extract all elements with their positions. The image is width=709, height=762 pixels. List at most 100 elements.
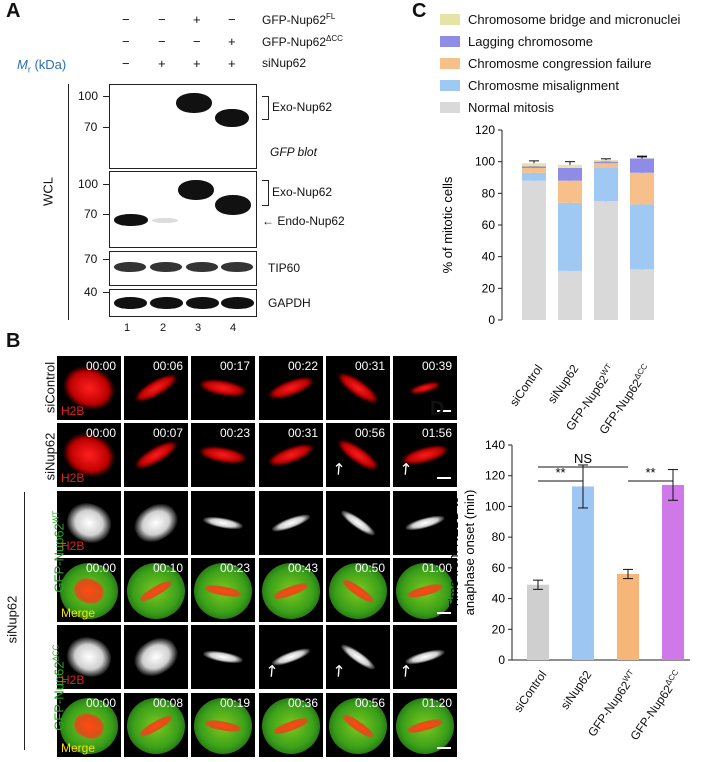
gapdh-blot (109, 289, 257, 317)
timelapse-tile: 00:00 H2B (56, 355, 122, 421)
band (114, 297, 147, 309)
timestamp: 00:36 (287, 696, 318, 710)
y-tick-label: 40 (482, 250, 496, 264)
scale-bar (437, 410, 451, 412)
y-axis-label: Time from NEBD to (446, 496, 461, 608)
significance-label: NS (574, 451, 592, 466)
channel-label: H2B (61, 471, 85, 485)
y-tick-label: 140 (485, 438, 505, 452)
lane-number: 3 (195, 322, 202, 334)
bar (617, 574, 639, 660)
tick (103, 259, 109, 260)
row-label-sinup62-group: siNup62 (4, 595, 20, 644)
band-exo-lane3 (176, 93, 212, 113)
row-label-sinup62: siNup62 (42, 432, 58, 481)
lane-number: 2 (160, 322, 167, 334)
panel-label-c: C (412, 0, 427, 22)
timelapse-tile: 00:56 (325, 692, 391, 758)
y-tick-label: 40 (492, 592, 506, 606)
channel-label: Merge (61, 606, 96, 620)
exo-bracket (262, 96, 269, 120)
legend-label: Normal mitosis (468, 100, 554, 115)
y-tick-label: 20 (482, 281, 496, 295)
band (221, 262, 253, 272)
tick (103, 184, 109, 185)
sinup62-bracket (24, 492, 25, 750)
y-tick-label: 80 (482, 186, 496, 200)
y-tick-label: 20 (492, 622, 506, 636)
timestamp: 00:06 (152, 359, 183, 373)
band-exo2-lane4 (215, 195, 251, 215)
timelapse-tile (190, 490, 256, 556)
stacked-bar-chart: Chromosome bridge and micronuclei Lagging… (440, 12, 681, 327)
tip60-label: TIP60 (268, 261, 301, 275)
timelapse-tile: 00:17 (190, 355, 256, 421)
condition-sign: − (158, 34, 166, 49)
timelapse-tile: 00:23 (190, 422, 256, 488)
timelapse-tile: 00:31 (325, 355, 391, 421)
condition-sign: − (122, 56, 130, 71)
mr-label: Mr (kDa) (17, 57, 67, 75)
timestamp: 00:17 (219, 359, 250, 373)
band (186, 297, 219, 309)
band-exo2-lane3 (178, 180, 214, 200)
legend-swatch (440, 58, 460, 69)
stacked-bar-segment (558, 270, 582, 320)
stacked-bar-segment (522, 163, 546, 167)
y-tick-label: 60 (492, 561, 506, 575)
timelapse-tile: 01:20 (392, 692, 458, 758)
legend-label: Lagging chromosome (468, 34, 593, 49)
timelapse-tile: 01:56 ↗ (392, 422, 458, 488)
band (150, 297, 183, 309)
timestamp: 01:56 (421, 426, 452, 440)
legend-swatch (440, 80, 460, 91)
timestamp: 00:50 (354, 561, 385, 575)
stacked-bar-segment (522, 168, 546, 173)
condition-label: GFP-Nup62ΔCC (262, 34, 343, 49)
band-endo-lane2 (152, 218, 178, 223)
band-endo-lane1 (114, 214, 148, 226)
legend-label: Chromosme misalignment (468, 78, 619, 93)
timelapse-tile: 00:22 (258, 355, 324, 421)
band-exo-lane4 (215, 109, 249, 127)
exo-label-2: Exo-Nup62 (272, 185, 333, 199)
tip60-blot (109, 251, 257, 286)
lane-number: 4 (230, 322, 237, 334)
legend-swatch (440, 102, 460, 113)
band (186, 262, 218, 272)
bar-chart-nebd: 0 20 40 60 80 100 120 140 Time from NEBD to anaph… (446, 438, 690, 667)
condition-label: GFP-Nup62FL (262, 12, 336, 27)
bar (662, 484, 684, 660)
timestamp: 00:23 (219, 561, 250, 575)
tick (103, 127, 109, 128)
stacked-bar-segment (558, 180, 582, 203)
gfp-blot (109, 84, 257, 169)
y-tick-label: 120 (475, 123, 495, 137)
timestamp: 00:07 (152, 426, 183, 440)
y-tick-label: 0 (488, 313, 495, 327)
panel-label-b: B (6, 330, 21, 352)
timestamp: 00:08 (152, 696, 183, 710)
timelapse-tile: 00:00 H2B (56, 422, 122, 488)
channel-label: H2B (61, 404, 85, 418)
y-tick-label: 100 (485, 499, 505, 513)
panel-label-d: D (430, 398, 445, 420)
stacked-bar-segment (630, 269, 654, 320)
timestamp: 00:19 (219, 696, 250, 710)
timelapse-tile: 00:06 (123, 355, 189, 421)
gfp-blot-label: GFP blot (270, 145, 317, 159)
timelapse-tile: 01:00 (392, 557, 458, 623)
timelapse-tile: 00:00 Merge (56, 557, 122, 623)
timelapse-tile (190, 624, 256, 690)
bar (572, 486, 594, 660)
wcl-bracket-line (68, 84, 69, 320)
legend-swatch (440, 36, 460, 47)
bar (527, 584, 549, 660)
condition-sign: − (158, 12, 166, 27)
condition-sign: − (193, 34, 201, 49)
tick (103, 96, 109, 97)
row-label-sicontrol: siControl (42, 361, 58, 414)
significance-label: ** (645, 465, 655, 480)
legend-label: Chromosome bridge and micronuclei (468, 12, 681, 27)
timestamp: 00:00 (85, 561, 116, 575)
